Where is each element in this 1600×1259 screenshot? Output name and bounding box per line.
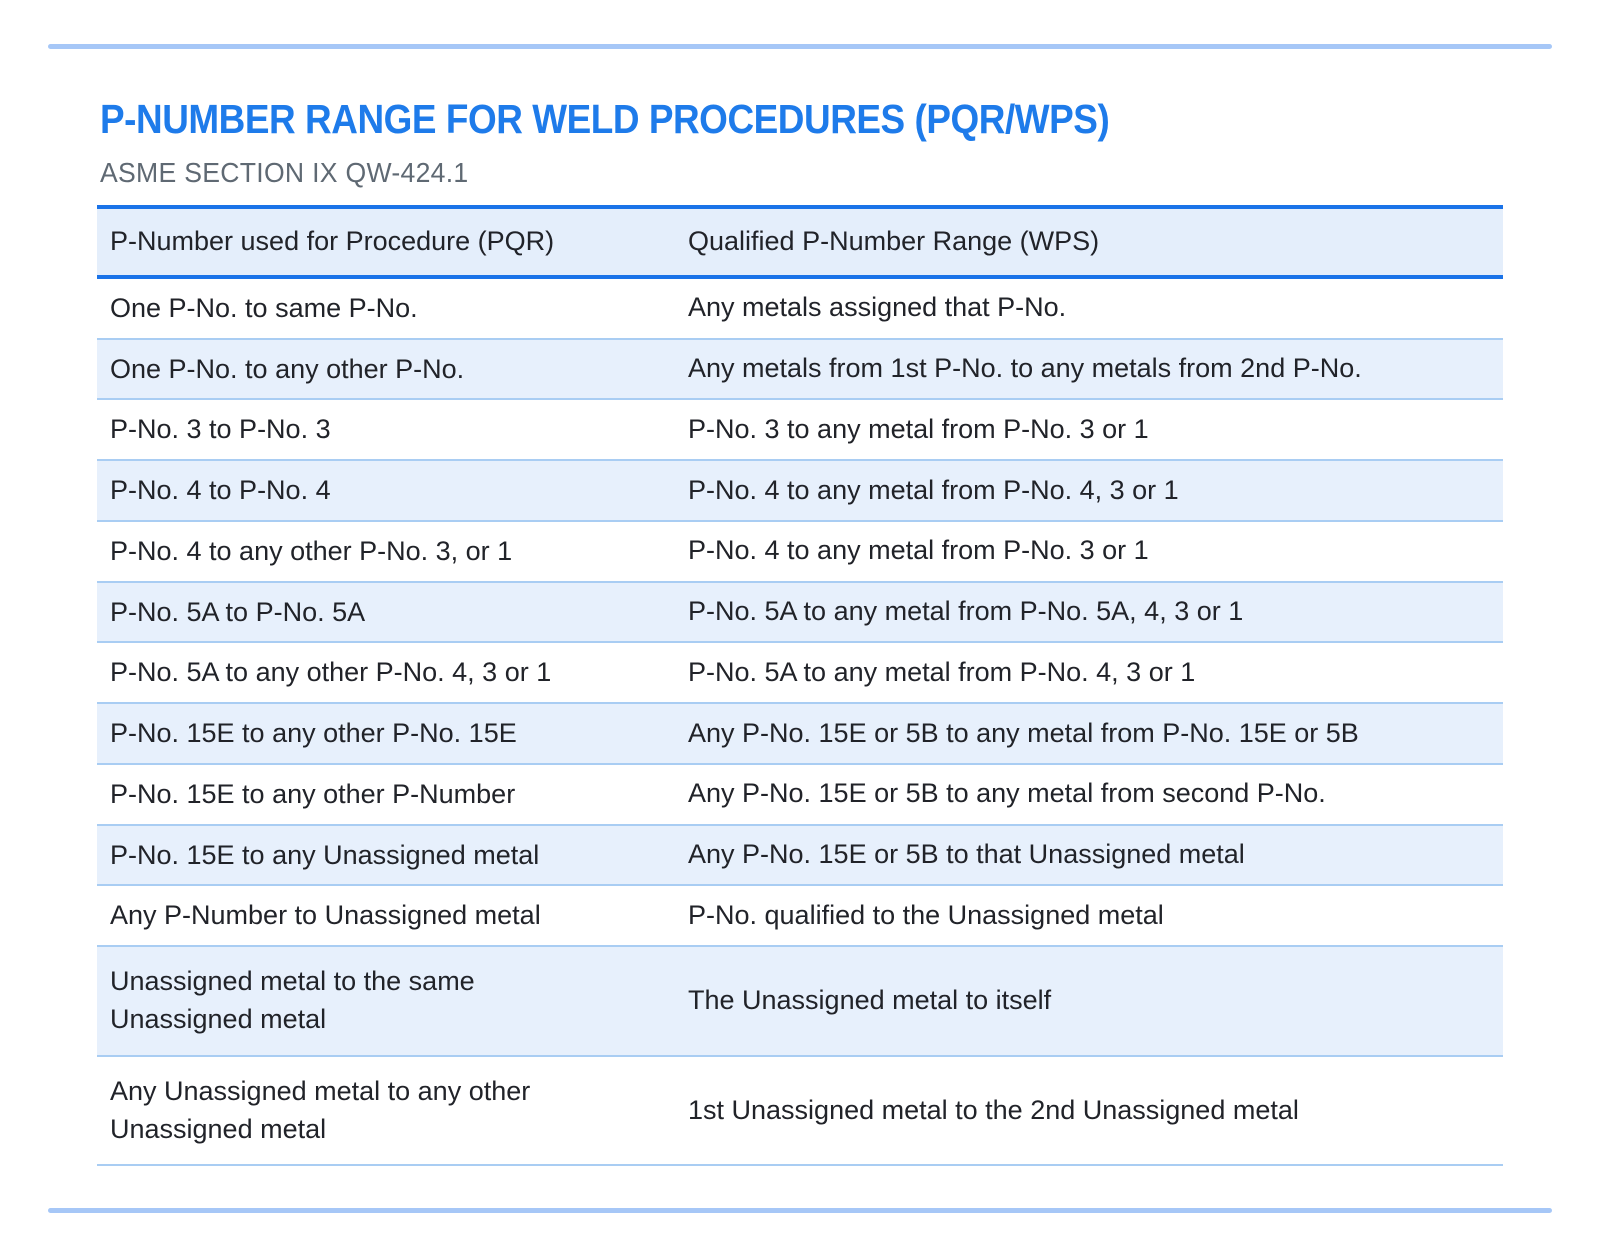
cell-wps: Any metals assigned that P-No. — [688, 292, 1067, 323]
table-row: P-No. 15E to any other P-Number Any P-No.… — [97, 762, 1503, 824]
cell-pqr: P-No. 3 to P-No. 3 — [97, 410, 688, 449]
table-row: One P-No. to same P-No. Any metals assign… — [97, 278, 1503, 338]
table-row: P-No. 4 to any other P-No. 3, or 1 P-No. … — [97, 519, 1503, 581]
column-header-wps: Qualified P-Number Range (WPS) — [688, 226, 1100, 256]
top-divider — [48, 44, 1552, 49]
cell-wps: Any P-No. 15E or 5B to any metal from se… — [688, 778, 1326, 809]
page-title: P-NUMBER RANGE FOR WELD PROCEDURES (PQR/… — [100, 96, 1110, 142]
cell-pqr: P-No. 4 to any other P-No. 3, or 1 — [97, 532, 688, 571]
cell-wps: P-No. 4 to any metal from P-No. 4, 3 or … — [688, 474, 1179, 505]
cell-pqr: Unassigned metal to the same Unassigned … — [97, 963, 688, 1039]
cell-wps: Any P-No. 15E or 5B to any metal from P-… — [688, 717, 1359, 748]
cell-pqr: P-No. 5A to any other P-No. 4, 3 or 1 — [97, 653, 688, 692]
cell-pqr-text: Unassigned metal to the same Unassigned … — [110, 966, 475, 1035]
table-row: P-No. 15E to any other P-No. 15E Any P-No… — [97, 702, 1503, 763]
cell-wps: The Unassigned metal to itself — [688, 985, 1052, 1016]
cell-wps: Any metals from 1st P-No. to any metals … — [688, 353, 1362, 384]
cell-wps: P-No. 5A to any metal from P-No. 5A, 4, … — [688, 596, 1244, 627]
cell-pqr-text: P-No. 5A to any other P-No. 4, 3 or 1 — [110, 657, 552, 688]
table-row: P-No. 5A to any other P-No. 4, 3 or 1 P-N… — [97, 641, 1503, 703]
cell-pqr: P-No. 5A to P-No. 5A — [97, 593, 688, 632]
cell-pqr: One P-No. to any other P-No. — [97, 350, 688, 389]
table-row: One P-No. to any other P-No. Any metals f… — [97, 337, 1503, 399]
table-row: Any P-Number to Unassigned metal P-No. qu… — [97, 884, 1503, 946]
cell-pqr-text: P-No. 15E to any other P-No. 15E — [110, 718, 517, 749]
cell-pqr-text: P-No. 3 to P-No. 3 — [110, 414, 331, 445]
cell-pqr-text: One P-No. to same P-No. — [110, 292, 418, 323]
cell-pqr: P-No. 4 to P-No. 4 — [97, 471, 688, 510]
table-body: One P-No. to same P-No. Any metals assign… — [97, 278, 1503, 1165]
cell-wps: P-No. 4 to any metal from P-No. 3 or 1 — [688, 535, 1149, 566]
cell-wps: 1st Unassigned metal to the 2nd Unassign… — [688, 1094, 1299, 1125]
cell-pqr: P-No. 15E to any other P-No. 15E — [97, 714, 688, 753]
bottom-divider — [48, 1208, 1552, 1213]
cell-pqr-text: P-No. 4 to P-No. 4 — [110, 475, 331, 506]
cell-wps: P-No. 3 to any metal from P-No. 3 or 1 — [688, 413, 1149, 444]
table-row: P-No. 3 to P-No. 3 P-No. 3 to any metal f… — [97, 398, 1503, 460]
table-row: P-No. 5A to P-No. 5A P-No. 5A to any meta… — [97, 580, 1503, 642]
table-row: P-No. 15E to any Unassigned metal Any P-N… — [97, 823, 1503, 885]
cell-pqr-text: One P-No. to any other P-No. — [110, 353, 465, 384]
cell-pqr-text: P-No. 15E to any Unassigned metal — [110, 839, 540, 870]
cell-pqr: One P-No. to same P-No. — [97, 289, 688, 328]
cell-pqr-text: P-No. 15E to any other P-Number — [110, 778, 516, 809]
cell-pqr: Any P-Number to Unassigned metal — [97, 896, 688, 935]
cell-wps: P-No. 5A to any metal from P-No. 4, 3 or… — [688, 656, 1196, 687]
cell-pqr: P-No. 15E to any other P-Number — [97, 775, 688, 814]
page-subtitle: ASME SECTION IX QW-424.1 — [100, 157, 469, 188]
cell-pqr-text: Any P-Number to Unassigned metal — [110, 900, 541, 931]
cell-pqr: P-No. 15E to any Unassigned metal — [97, 836, 688, 875]
cell-pqr-text: P-No. 5A to P-No. 5A — [110, 596, 366, 627]
pnumber-range-table: P-Number used for Procedure (PQR) Qualif… — [97, 205, 1503, 1167]
cell-wps: Any P-No. 15E or 5B to that Unassigned m… — [688, 839, 1245, 870]
cell-pqr: Any Unassigned metal to any other Unassi… — [97, 1073, 688, 1149]
cell-pqr-text: Any Unassigned metal to any other Unassi… — [110, 1075, 531, 1144]
column-header-pqr: P-Number used for Procedure (PQR) — [110, 226, 555, 256]
table-row: Unassigned metal to the same Unassigned … — [97, 945, 1503, 1055]
table-header-row: P-Number used for Procedure (PQR) Qualif… — [97, 205, 1503, 279]
table-row: Any Unassigned metal to any other Unassi… — [97, 1054, 1503, 1165]
cell-pqr-text: P-No. 4 to any other P-No. 3, or 1 — [110, 535, 513, 566]
table-row: P-No. 4 to P-No. 4 P-No. 4 to any metal f… — [97, 459, 1503, 520]
cell-wps: P-No. qualified to the Unassigned metal — [688, 899, 1164, 930]
